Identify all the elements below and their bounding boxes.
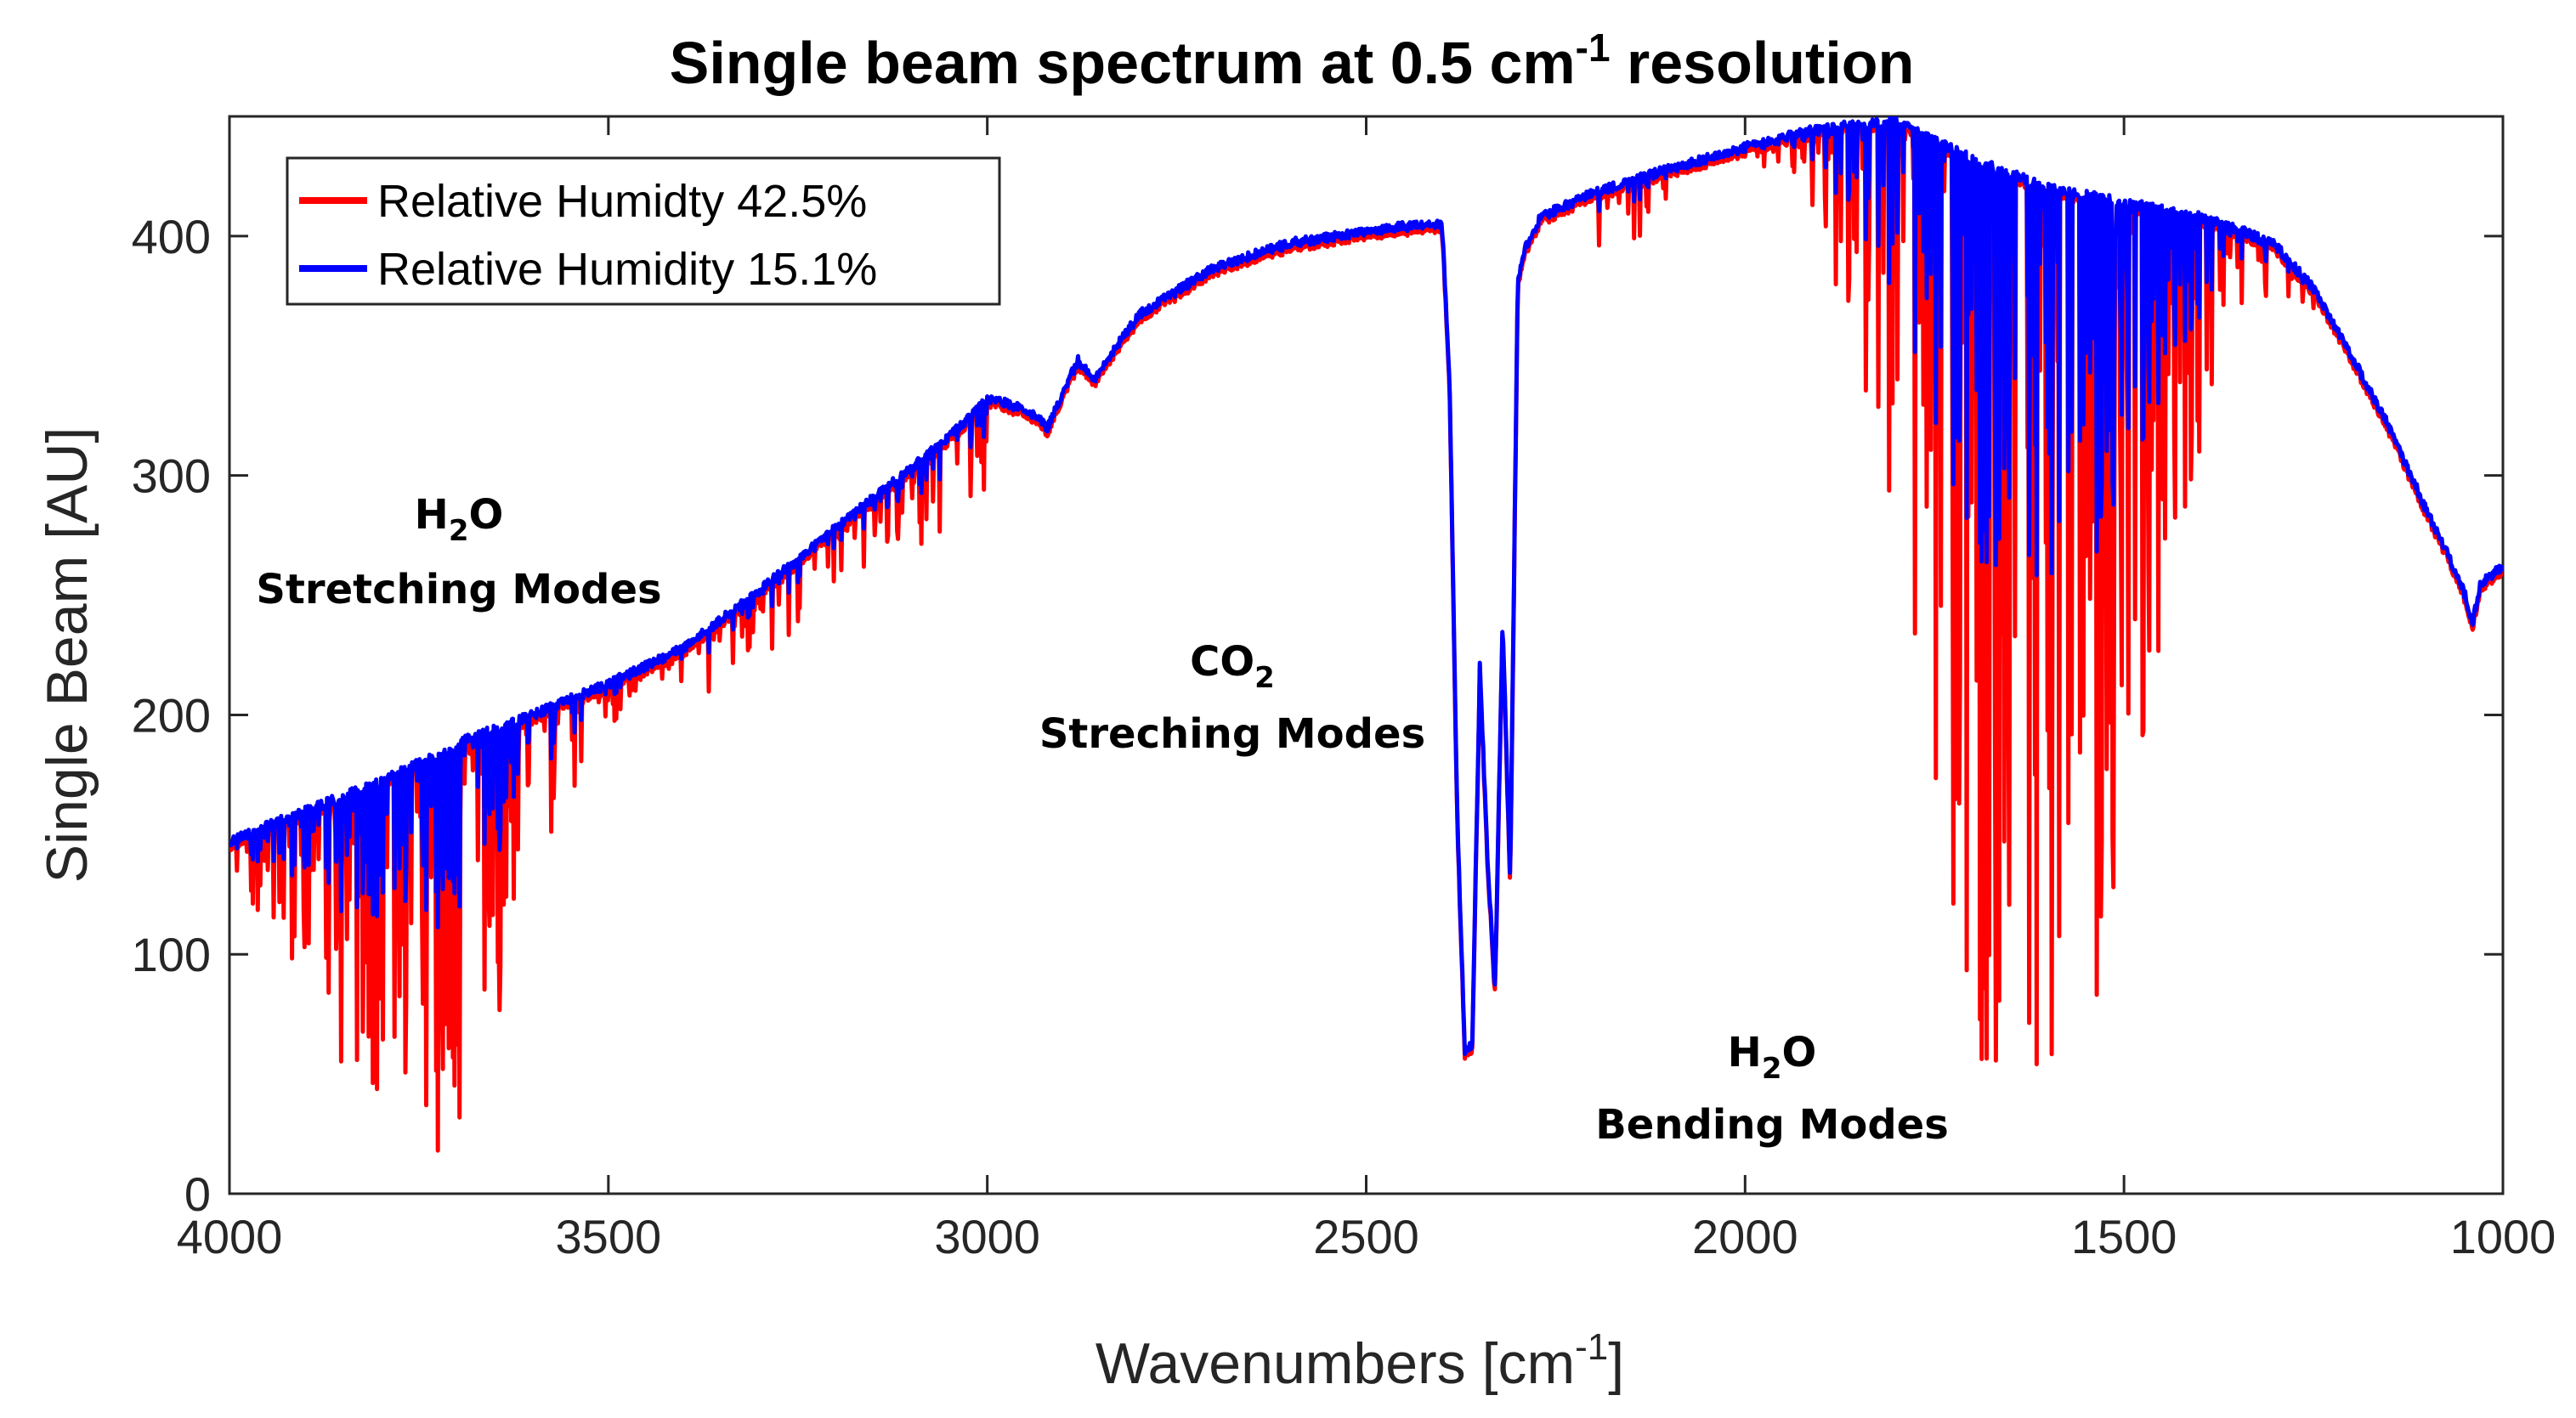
- annotation-h2o-bending-title: H2O: [1728, 1029, 1817, 1086]
- legend: Relative Humidty 42.5% Relative Humidity…: [286, 156, 1001, 306]
- series-line-humidity-15-1: [229, 116, 2503, 1056]
- annotations: H2O Stretching Modes CO2 Streching Modes…: [256, 491, 1948, 1149]
- legend-label-humidity-42-5: Relative Humidty 42.5%: [377, 176, 867, 227]
- x-tick-label-2000: 2000: [1692, 1210, 1798, 1263]
- annotation-co2-stretching-co: CO: [1190, 638, 1254, 686]
- chart-title-suffix: resolution: [1611, 30, 1915, 96]
- x-tick-label-3000: 3000: [934, 1210, 1040, 1263]
- annotation-h2o-stretching-subtitle: Stretching Modes: [256, 566, 661, 613]
- chart-title-superscript: -1: [1576, 25, 1611, 70]
- annotation-co2-stretching-sub: 2: [1254, 661, 1275, 695]
- y-tick-label-0: 0: [184, 1167, 211, 1221]
- annotation-h2o-stretching-title: H2O: [415, 491, 504, 548]
- x-axis-ticks: 4000 3500 3000 2500 2000 1500 1000: [177, 116, 2556, 1263]
- annotation-h2o-stretching-h: H: [415, 491, 449, 539]
- y-axis-ticks: 0 100 200 300 400: [132, 210, 2503, 1221]
- x-tick-label-1500: 1500: [2071, 1210, 2177, 1263]
- annotation-h2o-bending-sub: 2: [1762, 1052, 1782, 1086]
- x-axis-label-superscript: -1: [1575, 1326, 1608, 1368]
- chart-title-main: Single beam spectrum at 0.5 cm: [670, 30, 1576, 96]
- annotation-h2o-stretching-sub: 2: [449, 514, 469, 548]
- x-tick-label-4000: 4000: [177, 1210, 283, 1263]
- annotation-co2-stretching-title: CO2: [1190, 638, 1275, 695]
- y-tick-label-300: 300: [132, 449, 211, 503]
- x-axis-label-main: Wavenumbers [cm: [1096, 1331, 1575, 1396]
- annotation-h2o-bending-subtitle: Bending Modes: [1595, 1101, 1949, 1149]
- annotation-co2-stretching-subtitle: Streching Modes: [1039, 710, 1425, 758]
- x-axis-label-suffix: ]: [1608, 1331, 1624, 1396]
- y-tick-label-200: 200: [132, 688, 211, 742]
- x-tick-label-2500: 2500: [1313, 1210, 1419, 1263]
- x-tick-label-1000: 1000: [2450, 1210, 2556, 1263]
- y-tick-label-400: 400: [132, 210, 211, 263]
- annotation-h2o-bending-h: H: [1728, 1029, 1762, 1076]
- y-axis-label: Single Beam [AU]: [35, 427, 99, 884]
- x-axis-label: Wavenumbers [cm-1]: [1096, 1326, 1624, 1396]
- legend-box: [286, 156, 1001, 306]
- series-layer: [229, 116, 2503, 1153]
- y-tick-label-100: 100: [132, 928, 211, 981]
- annotation-h2o-bending-o: O: [1782, 1029, 1817, 1076]
- annotation-h2o-stretching-o: O: [469, 491, 504, 539]
- chart-title: Single beam spectrum at 0.5 cm-1 resolut…: [670, 25, 1915, 96]
- x-tick-label-3500: 3500: [556, 1210, 662, 1263]
- legend-label-humidity-15-1: Relative Humidity 15.1%: [377, 244, 877, 295]
